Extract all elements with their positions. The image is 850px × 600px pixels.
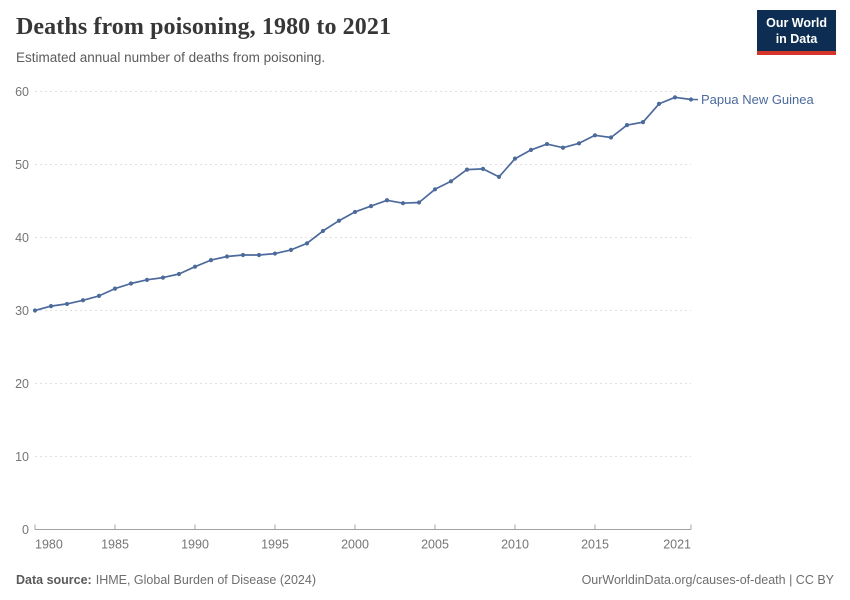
data-point-1991[interactable] [208, 258, 214, 263]
data-point-2020[interactable] [672, 95, 678, 100]
data-point-2006[interactable] [448, 179, 454, 184]
data-point-2005[interactable] [432, 187, 438, 192]
page-title: Deaths from poisoning, 1980 to 2021 [16, 14, 392, 40]
data-point-1992[interactable] [224, 254, 230, 259]
data-point-2001[interactable] [368, 204, 374, 209]
y-tick-label-30: 30 [15, 304, 29, 318]
data-point-1980[interactable] [32, 308, 38, 313]
data-point-2013[interactable] [560, 145, 566, 150]
data-source-label: Data source: [16, 573, 92, 587]
y-tick-label-40: 40 [15, 231, 29, 245]
data-point-2003[interactable] [400, 201, 406, 206]
data-point-1988[interactable] [160, 275, 166, 280]
y-tick-label-50: 50 [15, 158, 29, 172]
data-point-1984[interactable] [96, 293, 102, 298]
x-tick-label-1985: 1985 [101, 538, 129, 552]
owid-logo[interactable]: Our World in Data [757, 10, 836, 55]
data-point-2019[interactable] [656, 101, 662, 107]
y-tick-label-60: 60 [15, 85, 29, 99]
data-point-2012[interactable] [544, 141, 550, 147]
data-point-2007[interactable] [464, 167, 470, 172]
data-point-1990[interactable] [192, 264, 198, 269]
data-point-2018[interactable] [640, 120, 646, 125]
data-point-1994[interactable] [256, 252, 262, 258]
data-source: Data source: IHME, Global Burden of Disea… [16, 573, 316, 587]
data-point-1981[interactable] [48, 304, 54, 309]
data-point-1997[interactable] [304, 241, 310, 246]
x-tick-label-2021: 2021 [663, 538, 691, 552]
data-point-1995[interactable] [272, 251, 278, 256]
chart-subtitle: Estimated annual number of deaths from p… [16, 50, 326, 65]
data-point-2004[interactable] [416, 200, 422, 205]
x-tick-label-1995: 1995 [261, 538, 289, 552]
data-point-2009[interactable] [496, 174, 502, 180]
data-point-1999[interactable] [336, 218, 342, 223]
data-point-2008[interactable] [480, 166, 486, 171]
y-tick-label-20: 20 [15, 377, 29, 391]
x-tick-label-2005: 2005 [421, 538, 449, 552]
y-tick-label-0: 0 [22, 523, 29, 537]
data-point-2021[interactable] [688, 97, 694, 102]
owid-logo-line2: in Data [775, 32, 818, 47]
data-point-2014[interactable] [576, 141, 582, 146]
data-source-value: IHME, Global Burden of Disease (2024) [95, 573, 316, 587]
data-point-1987[interactable] [144, 277, 150, 282]
data-point-2015[interactable] [592, 133, 598, 138]
data-point-2017[interactable] [624, 122, 630, 128]
y-tick-label-10: 10 [15, 450, 29, 464]
data-point-1993[interactable] [240, 252, 246, 258]
x-tick-label-2010: 2010 [501, 538, 529, 552]
data-point-1982[interactable] [64, 301, 70, 307]
data-point-1998[interactable] [320, 228, 326, 234]
x-tick-label-2000: 2000 [341, 538, 369, 552]
data-point-2011[interactable] [528, 147, 534, 152]
data-point-1986[interactable] [128, 281, 134, 286]
credit-link[interactable]: OurWorldinData.org/causes-of-death | CC … [581, 573, 834, 587]
data-point-2010[interactable] [512, 156, 518, 161]
data-point-2000[interactable] [352, 209, 358, 215]
entity-label[interactable]: Papua New Guinea [701, 92, 815, 107]
data-point-1996[interactable] [288, 247, 294, 253]
data-point-1985[interactable] [112, 286, 118, 291]
x-tick-label-1980: 1980 [35, 538, 63, 552]
data-point-1983[interactable] [80, 298, 86, 303]
data-point-2016[interactable] [608, 135, 614, 140]
x-tick-label-1990: 1990 [181, 538, 209, 552]
owid-logo-line1: Our World [766, 16, 827, 30]
x-tick-label-2015: 2015 [581, 538, 609, 552]
data-point-2002[interactable] [384, 198, 390, 203]
data-line-papua-new-guinea[interactable] [34, 96, 692, 312]
chart-footer: Data source: IHME, Global Burden of Disea… [16, 573, 834, 587]
data-point-1989[interactable] [176, 271, 182, 277]
